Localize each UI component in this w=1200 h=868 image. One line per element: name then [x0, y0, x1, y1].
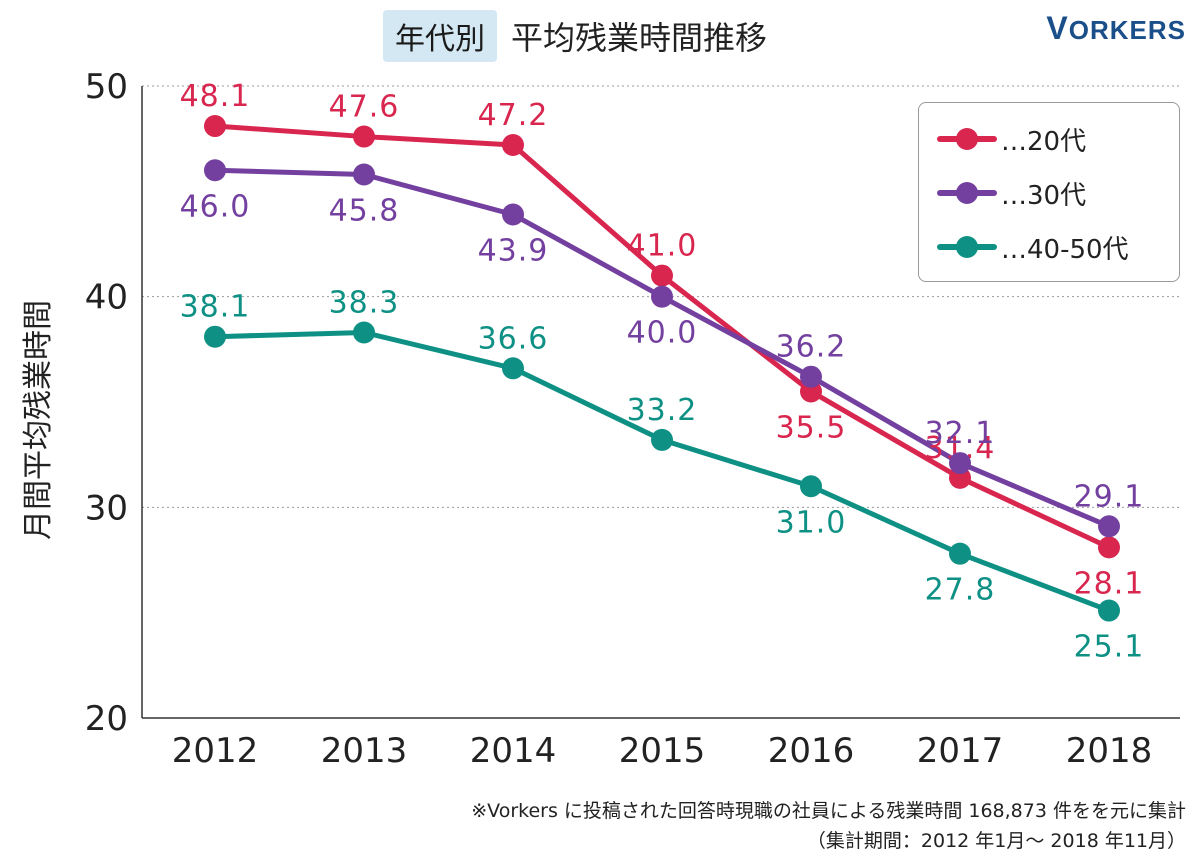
data-label-2-2016: 31.0 — [776, 505, 847, 540]
data-label-2-2015: 33.2 — [627, 393, 698, 428]
data-label-2-2014: 36.6 — [478, 321, 549, 356]
data-label-0-2016: 35.5 — [776, 410, 847, 445]
data-label-2-2017: 27.8 — [925, 573, 996, 608]
data-point-2-2015 — [651, 428, 673, 451]
x-tick-label-2013: 2013 — [321, 731, 408, 771]
logo-rest: ORKERS — [1068, 15, 1186, 45]
legend-swatch-30s — [937, 173, 997, 213]
data-point-0-2012 — [204, 115, 226, 138]
legend-item-20s: …20代 — [937, 119, 1086, 159]
legend: …20代 …30代 …40-50代 — [918, 102, 1180, 282]
y-tick-label-20: 20 — [85, 699, 128, 739]
data-point-2-2012 — [204, 325, 226, 348]
x-tick-label-2014: 2014 — [470, 731, 557, 771]
data-point-2-2013 — [353, 321, 375, 344]
data-label-2-2012: 38.1 — [180, 290, 251, 325]
data-label-1-2018: 29.1 — [1074, 479, 1145, 514]
x-tick-label-2016: 2016 — [768, 731, 855, 771]
data-point-1-2015 — [651, 285, 673, 308]
data-label-0-2015: 41.0 — [627, 229, 698, 264]
data-label-0-2012: 48.1 — [180, 79, 251, 114]
data-label-1-2012: 46.0 — [180, 189, 251, 224]
y-tick-label-40: 40 — [85, 278, 128, 318]
legend-label-20s: …20代 — [1001, 126, 1087, 157]
data-point-2-2016 — [800, 475, 822, 498]
data-label-0-2018: 28.1 — [1074, 566, 1145, 601]
data-point-0-2013 — [353, 125, 375, 148]
data-label-1-2013: 45.8 — [329, 193, 400, 228]
legend-label-40-50s: …40-50代 — [1001, 234, 1129, 265]
x-tick-label-2017: 2017 — [917, 731, 1004, 771]
x-tick-label-2015: 2015 — [619, 731, 706, 771]
data-point-1-2016 — [800, 365, 822, 388]
chart-title: 年代別 平均残業時間推移 — [383, 8, 767, 64]
legend-swatch-20s — [937, 119, 997, 159]
data-point-1-2012 — [204, 159, 226, 182]
data-label-1-2017: 32.1 — [925, 416, 996, 451]
title-text: 平均残業時間推移 — [511, 19, 768, 57]
data-label-1-2014: 43.9 — [478, 234, 549, 269]
data-label-1-2015: 40.0 — [627, 316, 698, 351]
data-point-2-2017 — [949, 542, 971, 565]
x-tick-label-2012: 2012 — [172, 731, 259, 771]
data-point-0-2014 — [502, 133, 524, 156]
legend-label-30s: …30代 — [1001, 180, 1087, 211]
data-label-1-2016: 36.2 — [776, 330, 847, 365]
logo-initial: V — [1046, 10, 1069, 46]
data-point-1-2018 — [1098, 515, 1120, 538]
legend-swatch-40-50s — [937, 227, 997, 267]
footnote-period: （集計期間：2012 年1月〜 2018 年11月） — [806, 830, 1186, 852]
legend-item-40-50s: …40-50代 — [937, 227, 1129, 267]
title-tag: 年代別 — [383, 10, 497, 62]
y-tick-label-50: 50 — [85, 67, 128, 107]
data-point-2-2018 — [1098, 599, 1120, 622]
x-tick-label-2018: 2018 — [1066, 731, 1153, 771]
footnote-source: ※Vorkers に投稿された回答時現職の社員による残業時間 168,873 件… — [471, 800, 1186, 822]
y-tick-label-30: 30 — [85, 488, 128, 528]
data-point-0-2015 — [651, 264, 673, 287]
vorkers-logo: VORKERS — [1046, 10, 1186, 47]
data-label-2-2018: 25.1 — [1074, 630, 1145, 665]
data-label-2-2013: 38.3 — [329, 285, 400, 320]
data-label-0-2013: 47.6 — [329, 90, 400, 125]
data-point-0-2018 — [1098, 536, 1120, 559]
data-point-2-2014 — [502, 357, 524, 380]
legend-item-30s: …30代 — [937, 173, 1086, 213]
data-point-1-2013 — [353, 163, 375, 186]
data-label-0-2014: 47.2 — [478, 98, 549, 133]
data-point-1-2017 — [949, 452, 971, 475]
data-point-1-2014 — [502, 203, 524, 226]
